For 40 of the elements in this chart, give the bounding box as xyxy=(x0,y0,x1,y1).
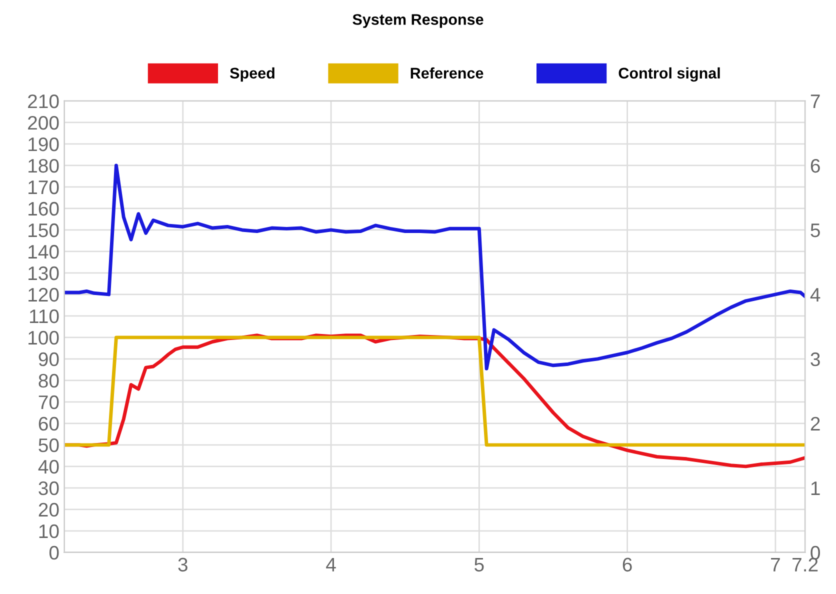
legend-label: Control signal xyxy=(618,67,720,82)
y-tick-label: 30 xyxy=(38,481,59,496)
y-tick-label: 20 xyxy=(38,502,59,517)
y-tick-label: 70 xyxy=(38,395,59,410)
y-tick-label: 50 xyxy=(38,438,59,452)
y2-tick-label: 7 xyxy=(810,94,820,108)
line-series xyxy=(64,164,806,370)
legend-label: Reference xyxy=(410,67,484,79)
y-tick-label: 110 xyxy=(30,309,59,324)
y2-tick-label: 4 xyxy=(810,288,820,302)
y-tick-label: 150 xyxy=(28,223,59,238)
y2-tick-label: 3 xyxy=(810,352,820,366)
y-tick-label: 90 xyxy=(38,352,59,366)
y-tick-label: 170 xyxy=(28,180,59,194)
y-tick-label: 80 xyxy=(38,374,59,388)
y-tick-label: 200 xyxy=(28,116,59,130)
y2-tick-label: 5 xyxy=(810,224,820,238)
y-tick-label: 0 xyxy=(49,546,59,560)
y-tick-label: 40 xyxy=(38,460,59,474)
x-tick-label: 6 xyxy=(622,558,632,572)
y2-tick-label: 2 xyxy=(810,416,820,430)
x-tick-label: 5 xyxy=(474,558,484,572)
y2-tick-label: 1 xyxy=(811,482,820,495)
y-tick-label: 130 xyxy=(28,266,59,280)
x-tick-label: 4 xyxy=(326,558,336,572)
y-tick-label: 100 xyxy=(28,330,59,345)
chart-title: System Response xyxy=(352,14,484,28)
y-tick-label: 10 xyxy=(39,524,59,538)
x-tick-label: 3 xyxy=(178,558,188,572)
y-tick-label: 210 xyxy=(28,94,59,108)
y-tick-label: 60 xyxy=(38,416,59,431)
y-tick-label: 180 xyxy=(28,158,59,173)
y-tick-label: 140 xyxy=(28,244,59,259)
x-tick-label: 7.2 xyxy=(792,558,818,572)
x-tick-label: 7 xyxy=(771,558,780,572)
y-tick-label: 160 xyxy=(28,202,59,216)
y-tick-label: 120 xyxy=(28,288,59,302)
y-tick-label: 190 xyxy=(28,137,59,152)
y2-tick-label: 6 xyxy=(810,158,820,173)
legend-label: Speed xyxy=(230,67,274,82)
